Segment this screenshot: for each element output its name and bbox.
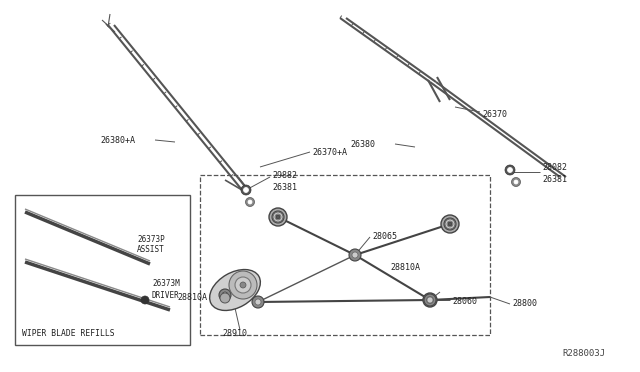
Text: 26381: 26381 xyxy=(272,183,297,192)
Ellipse shape xyxy=(210,270,260,311)
Circle shape xyxy=(219,289,231,301)
Circle shape xyxy=(349,249,361,261)
Circle shape xyxy=(508,167,513,173)
Circle shape xyxy=(220,293,230,303)
Text: 28810A: 28810A xyxy=(177,294,207,302)
Circle shape xyxy=(269,208,287,226)
Text: 28060: 28060 xyxy=(452,296,477,305)
Circle shape xyxy=(275,214,281,220)
Circle shape xyxy=(240,282,246,288)
Text: 28810A: 28810A xyxy=(390,263,420,272)
Circle shape xyxy=(252,296,264,308)
Text: 26381: 26381 xyxy=(542,174,567,183)
Circle shape xyxy=(276,215,280,219)
Text: 28800: 28800 xyxy=(512,299,537,308)
Text: R288003J: R288003J xyxy=(562,350,605,359)
Circle shape xyxy=(505,165,515,175)
Text: 26370+A: 26370+A xyxy=(312,148,347,157)
Circle shape xyxy=(141,296,149,304)
Circle shape xyxy=(229,271,257,299)
Circle shape xyxy=(255,299,261,305)
Circle shape xyxy=(241,185,251,195)
Text: 28065: 28065 xyxy=(372,231,397,241)
Circle shape xyxy=(511,177,520,186)
Text: 26373P: 26373P xyxy=(137,234,164,244)
Circle shape xyxy=(445,219,455,229)
Text: WIPER BLADE REFILLS: WIPER BLADE REFILLS xyxy=(22,330,115,339)
Text: ASSIST: ASSIST xyxy=(137,246,164,254)
Circle shape xyxy=(426,296,433,304)
Circle shape xyxy=(444,218,456,230)
Circle shape xyxy=(427,297,433,303)
Circle shape xyxy=(246,198,255,206)
Circle shape xyxy=(441,215,459,233)
Text: 26373M: 26373M xyxy=(152,279,180,289)
Circle shape xyxy=(448,222,452,226)
Text: 26380: 26380 xyxy=(350,140,375,148)
Text: 26370: 26370 xyxy=(482,109,507,119)
Text: 28910: 28910 xyxy=(223,328,248,337)
Text: 28082: 28082 xyxy=(542,163,567,171)
Circle shape xyxy=(273,212,283,222)
Circle shape xyxy=(514,180,518,184)
Circle shape xyxy=(235,277,251,293)
Circle shape xyxy=(447,221,453,227)
Text: 29882: 29882 xyxy=(272,170,297,180)
Circle shape xyxy=(243,187,248,192)
Circle shape xyxy=(272,211,284,223)
Text: 26380+A: 26380+A xyxy=(100,135,135,144)
Circle shape xyxy=(222,292,228,298)
Circle shape xyxy=(352,252,358,258)
Bar xyxy=(200,175,490,335)
Bar xyxy=(15,195,190,345)
Text: DRIVER: DRIVER xyxy=(152,291,180,299)
Circle shape xyxy=(423,293,437,307)
Circle shape xyxy=(248,200,252,204)
Circle shape xyxy=(424,294,436,306)
